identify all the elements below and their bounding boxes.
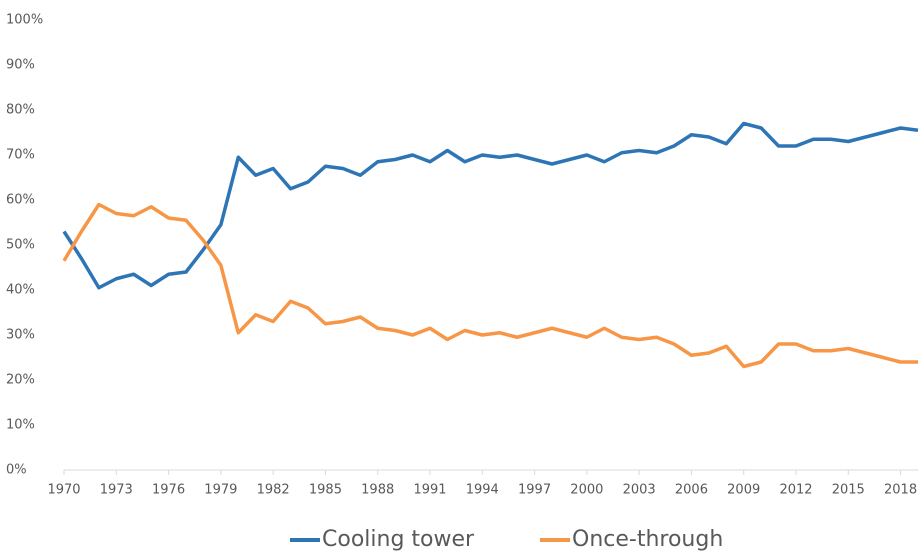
y-tick-label: 10% xyxy=(6,418,35,433)
legend-label: Cooling tower xyxy=(322,527,475,552)
x-tick-label: 1997 xyxy=(518,483,551,498)
x-tick-label: 2018 xyxy=(884,483,917,498)
x-tick-label: 1976 xyxy=(152,483,185,498)
y-tick-label: 20% xyxy=(6,373,35,388)
x-tick-label: 2003 xyxy=(623,483,656,498)
y-tick-label: 30% xyxy=(6,328,35,343)
x-tick-label: 1973 xyxy=(100,483,133,498)
x-tick-label: 1991 xyxy=(413,483,446,498)
y-tick-label: 50% xyxy=(6,238,35,253)
y-tick-label: 60% xyxy=(6,193,35,208)
x-tick-label: 2000 xyxy=(570,483,603,498)
x-tick-label: 1994 xyxy=(466,483,499,498)
legend-label: Once-through xyxy=(572,527,723,552)
x-tick-label: 1985 xyxy=(309,483,342,498)
y-tick-label: 80% xyxy=(6,103,35,118)
y-tick-label: 100% xyxy=(6,13,43,28)
x-tick-label: 1982 xyxy=(257,483,290,498)
y-tick-label: 90% xyxy=(6,58,35,73)
series-line xyxy=(62,202,918,369)
x-tick-label: 2012 xyxy=(779,483,812,498)
x-tick-label: 2015 xyxy=(832,483,865,498)
x-tick-label: 2006 xyxy=(675,483,708,498)
y-tick-label: 0% xyxy=(6,463,27,478)
series-line xyxy=(62,121,919,290)
y-tick-label: 70% xyxy=(6,148,35,163)
x-tick-label: 1979 xyxy=(204,483,237,498)
y-tick-label: 40% xyxy=(6,283,35,298)
x-tick-label: 2009 xyxy=(727,483,760,498)
x-tick-label: 1970 xyxy=(47,483,80,498)
x-tick-label: 1988 xyxy=(361,483,394,498)
